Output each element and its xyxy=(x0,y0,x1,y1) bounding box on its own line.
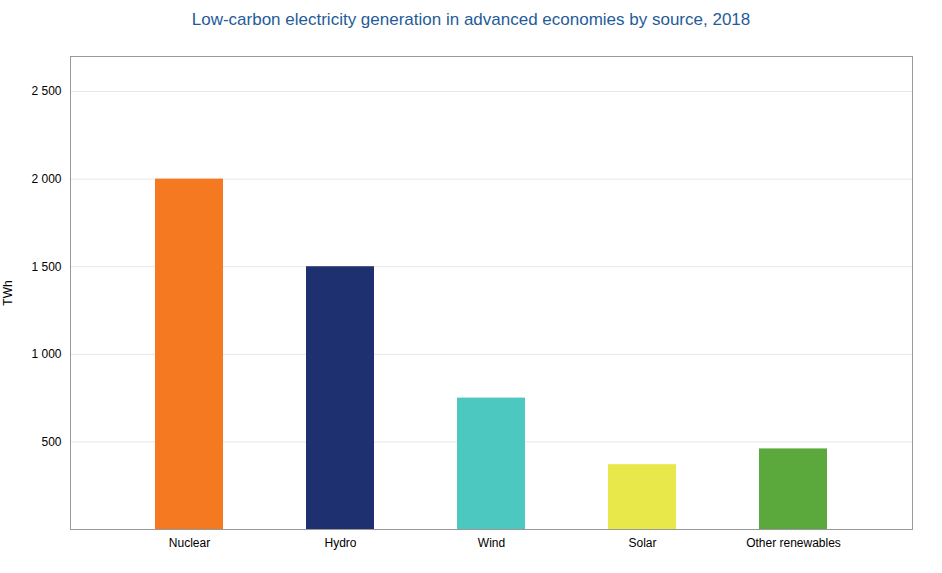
svg-text:TWh: TWh xyxy=(1,280,15,305)
svg-text:2 500: 2 500 xyxy=(31,84,61,98)
svg-text:2 000: 2 000 xyxy=(31,172,61,186)
svg-text:Solar: Solar xyxy=(628,536,656,550)
svg-text:Hydro: Hydro xyxy=(324,536,356,550)
svg-text:1 500: 1 500 xyxy=(31,260,61,274)
svg-text:Other renewables: Other renewables xyxy=(746,536,841,550)
svg-text:1 000: 1 000 xyxy=(31,347,61,361)
svg-text:Wind: Wind xyxy=(478,536,505,550)
svg-text:Nuclear: Nuclear xyxy=(169,536,210,550)
svg-text:500: 500 xyxy=(41,435,61,449)
html-text:Low-carbon electricity generat: Low-carbon electricity generation in adv… xyxy=(191,10,751,29)
